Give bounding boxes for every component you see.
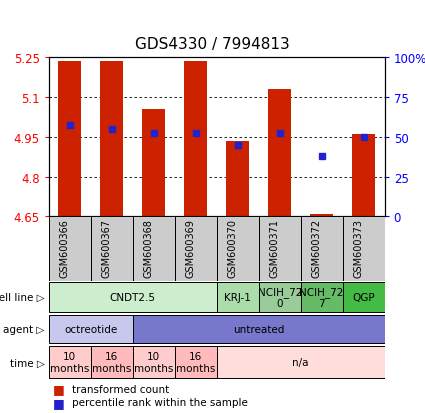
Text: percentile rank within the sample: percentile rank within the sample	[72, 397, 248, 407]
Bar	[184, 62, 207, 217]
Bar	[91, 217, 133, 281]
Bar	[175, 346, 217, 379]
Text: GSM600368: GSM600368	[144, 219, 154, 278]
Bar	[100, 62, 123, 217]
Text: n/a: n/a	[292, 357, 309, 368]
Bar	[217, 217, 259, 281]
Bar	[300, 217, 343, 281]
Bar	[217, 346, 385, 379]
Text: octreotide: octreotide	[64, 324, 117, 335]
Bar	[142, 109, 165, 217]
Bar	[300, 282, 343, 313]
Bar	[49, 282, 217, 313]
Bar	[343, 282, 385, 313]
Text: GDS4330 / 7994813: GDS4330 / 7994813	[135, 37, 290, 52]
Text: time ▷: time ▷	[10, 357, 45, 368]
Text: transformed count: transformed count	[72, 384, 170, 394]
Bar	[49, 315, 133, 344]
Text: KRJ-1: KRJ-1	[224, 292, 251, 302]
Bar	[259, 217, 300, 281]
Text: GSM600370: GSM600370	[228, 219, 238, 278]
Text: 16
months: 16 months	[92, 351, 131, 373]
Text: untreated: untreated	[233, 324, 284, 335]
Bar	[268, 90, 291, 217]
Text: GSM600372: GSM600372	[312, 219, 322, 278]
Bar	[343, 217, 385, 281]
Text: ■: ■	[53, 396, 65, 409]
Text: GSM600373: GSM600373	[354, 219, 364, 278]
Text: GSM600371: GSM600371	[270, 219, 280, 278]
Bar	[133, 346, 175, 379]
Text: 10
months: 10 months	[134, 351, 173, 373]
Text: agent ▷: agent ▷	[3, 324, 45, 335]
Text: QGP: QGP	[352, 292, 375, 302]
Text: GSM600369: GSM600369	[186, 219, 196, 278]
Text: NCIH_72
7: NCIH_72 7	[300, 286, 344, 309]
Bar	[91, 346, 133, 379]
Bar	[259, 282, 300, 313]
Bar	[133, 315, 385, 344]
Bar	[58, 62, 82, 217]
Bar	[175, 217, 217, 281]
Bar	[217, 282, 259, 313]
Bar	[310, 215, 333, 217]
Bar	[133, 217, 175, 281]
Text: CNDT2.5: CNDT2.5	[110, 292, 156, 302]
Bar	[49, 346, 91, 379]
Text: 10
months: 10 months	[50, 351, 90, 373]
Text: ■: ■	[53, 382, 65, 395]
Text: GSM600367: GSM600367	[102, 219, 112, 278]
Text: 16
months: 16 months	[176, 351, 215, 373]
Bar	[352, 135, 375, 217]
Text: cell line ▷: cell line ▷	[0, 292, 45, 302]
Text: GSM600366: GSM600366	[60, 219, 70, 278]
Bar	[226, 141, 249, 217]
Text: NCIH_72
0: NCIH_72 0	[258, 286, 302, 309]
Bar	[49, 217, 91, 281]
